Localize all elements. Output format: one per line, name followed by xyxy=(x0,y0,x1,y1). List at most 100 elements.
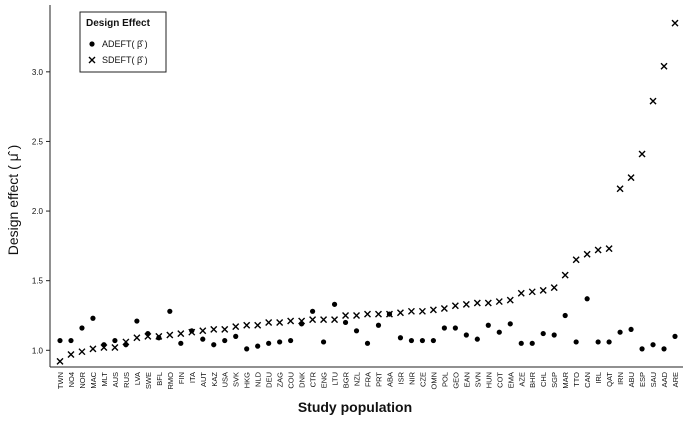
x-tick-label: TWN xyxy=(56,372,65,389)
y-tick-label: 2.5 xyxy=(32,137,44,146)
point xyxy=(462,300,470,308)
point xyxy=(518,340,524,346)
point xyxy=(583,250,591,258)
point xyxy=(385,310,393,318)
x-tick-label: SWE xyxy=(144,372,153,389)
point xyxy=(232,323,240,331)
point xyxy=(68,337,74,344)
point xyxy=(309,308,316,314)
point xyxy=(661,346,667,352)
x-tick-label: FIN xyxy=(177,372,186,384)
point xyxy=(430,337,436,344)
point xyxy=(144,332,152,340)
y-tick-label: 1.0 xyxy=(32,346,44,355)
x-tick-label: CZE xyxy=(418,372,427,387)
point xyxy=(100,344,108,352)
x-tick-label: NOR xyxy=(78,371,87,388)
point xyxy=(550,284,558,292)
point xyxy=(210,325,218,333)
point xyxy=(166,331,174,339)
x-tick-label: AZE xyxy=(517,372,526,387)
x-tick-label: SGP xyxy=(550,372,559,388)
x-tick-label: ABU xyxy=(627,372,636,387)
point xyxy=(616,185,624,193)
x-tick-label: ARE xyxy=(671,372,680,387)
point xyxy=(473,299,481,307)
point xyxy=(254,321,262,329)
x-tick-label: EAN xyxy=(462,372,471,387)
x-tick-label: NIR xyxy=(407,371,416,385)
x-tick-label: NO4 xyxy=(67,372,76,387)
point xyxy=(627,174,635,182)
point xyxy=(452,325,458,331)
point xyxy=(178,340,184,346)
point xyxy=(628,326,634,333)
x-tick-label: AUT xyxy=(199,372,208,387)
point xyxy=(56,357,64,365)
point xyxy=(221,325,229,333)
point xyxy=(255,343,261,349)
legend-label: ADEFT( β̂ ) xyxy=(102,39,148,49)
x-tick-label: COT xyxy=(495,372,504,388)
x-tick-label: EMA xyxy=(506,372,515,388)
x-tick-label: CTR xyxy=(309,371,318,387)
x-tick-label: DNK xyxy=(298,372,307,388)
x-tick-label: ZAG xyxy=(276,372,285,388)
x-tick-label: PRT xyxy=(374,372,383,387)
point xyxy=(485,322,491,328)
point xyxy=(451,302,459,310)
point xyxy=(320,316,328,324)
point xyxy=(496,329,502,335)
point xyxy=(573,339,579,345)
x-axis-title: Study population xyxy=(298,399,412,415)
x-tick-label: ITA xyxy=(188,372,197,383)
point xyxy=(495,298,503,306)
point xyxy=(342,311,350,319)
x-tick-label: SVK xyxy=(232,372,241,387)
point xyxy=(155,332,163,340)
point xyxy=(650,342,656,348)
point xyxy=(244,346,250,352)
point xyxy=(408,337,415,344)
x-tick-label: MAR xyxy=(561,371,570,388)
x-tick-label: AUS xyxy=(111,372,120,387)
legend-marker xyxy=(89,41,95,47)
point xyxy=(672,333,678,339)
legend-box xyxy=(79,11,167,73)
x-tick-label: RMO xyxy=(166,372,175,390)
point xyxy=(474,336,480,342)
point xyxy=(265,318,273,326)
point xyxy=(287,317,295,325)
point xyxy=(407,307,415,315)
x-tick-label: CHL xyxy=(539,372,548,387)
point xyxy=(551,332,557,338)
point xyxy=(111,344,119,352)
point xyxy=(617,329,623,335)
point xyxy=(506,296,514,304)
point xyxy=(562,312,568,319)
legend-label: SDEFT( β̂ ) xyxy=(102,55,148,65)
y-tick-label: 3.0 xyxy=(32,68,44,77)
point xyxy=(595,339,601,345)
point xyxy=(561,271,569,279)
x-tick-label: OMN xyxy=(429,372,438,390)
x-tick-label: LVA xyxy=(133,372,142,385)
x-tick-label: HKG xyxy=(243,372,252,388)
x-tick-label: QAT xyxy=(605,372,614,387)
point xyxy=(112,337,118,344)
x-tick-label: SVN xyxy=(473,372,482,387)
point xyxy=(671,19,679,27)
x-tick-label: LTU xyxy=(331,372,340,386)
point xyxy=(353,328,360,334)
point xyxy=(167,308,173,314)
point xyxy=(539,286,547,294)
point xyxy=(528,288,536,296)
x-tick-label: RUS xyxy=(122,372,131,388)
x-tick-label: TTO xyxy=(572,372,581,387)
x-tick-label: FRA xyxy=(364,372,373,387)
x-tick-label: BGR xyxy=(342,371,351,388)
x-tick-label: MAC xyxy=(89,371,98,388)
point xyxy=(189,328,195,334)
point xyxy=(429,306,437,314)
